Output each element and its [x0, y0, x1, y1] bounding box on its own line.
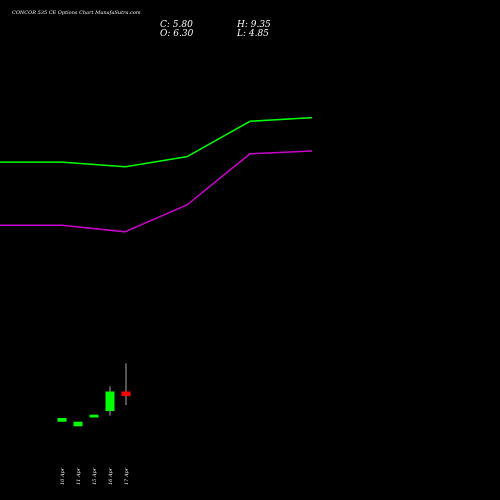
x-tick-label: 11 Apr — [76, 467, 82, 485]
candle-4 — [105, 386, 115, 416]
chart-title: CONCOR 535 CE Options Chart MunafaSutra.… — [12, 10, 141, 16]
x-tick-label: 15 Apr — [92, 467, 98, 485]
close-label: C: 5.80 — [160, 20, 193, 30]
x-tick-label: 17 Apr — [124, 467, 130, 485]
low-label: L: 4.85 — [236, 29, 269, 39]
candle-body — [73, 421, 83, 427]
candle-5 — [121, 363, 131, 405]
candle-1 — [57, 418, 67, 422]
x-axis-ticks: 10 Apr 11 Apr 15 Apr 16 Apr 17 Apr — [60, 467, 130, 485]
candle-body — [105, 391, 115, 411]
candle-3 — [89, 414, 99, 418]
candle-2 — [73, 421, 83, 427]
high-label: H: 9.35 — [236, 20, 271, 30]
candle-body — [121, 391, 131, 397]
indicator-lines — [0, 116, 313, 233]
candles — [57, 363, 131, 427]
indicator-line-1 — [0, 116, 313, 168]
open-label: O: 6.30 — [160, 29, 194, 39]
candle-body — [57, 418, 67, 422]
x-tick-label: 10 Apr — [60, 467, 66, 485]
x-tick-label: 16 Apr — [108, 467, 114, 485]
indicator-line-2 — [0, 150, 313, 233]
candle-body — [89, 414, 99, 418]
